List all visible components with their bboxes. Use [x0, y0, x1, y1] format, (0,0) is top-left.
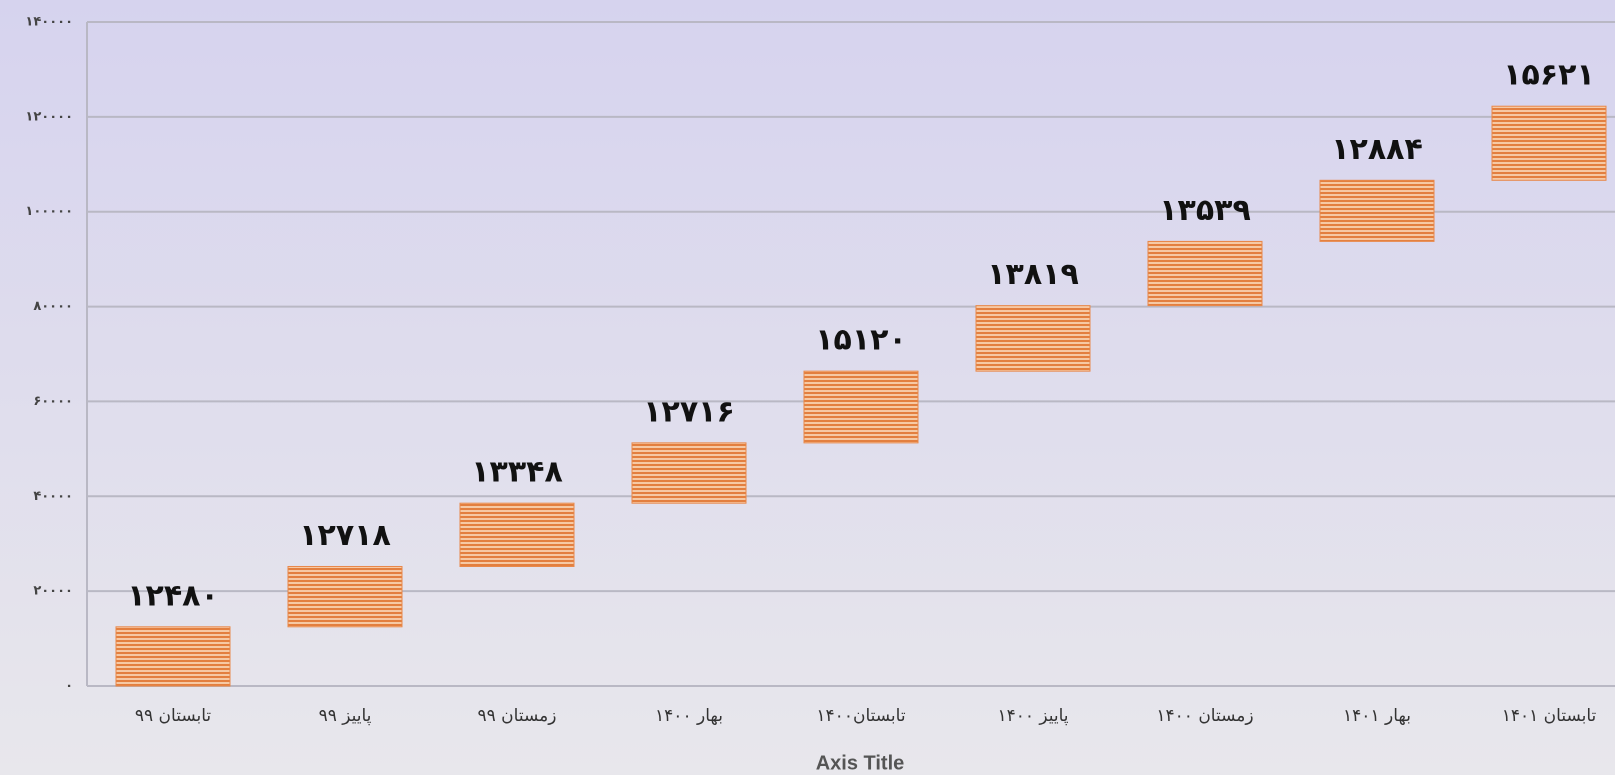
- bar: [631, 442, 747, 504]
- value-label: ۱۲۷۱۸: [299, 518, 391, 553]
- x-tick-label: تابستان ۱۴۰۱: [1502, 706, 1597, 726]
- value-label: ۱۳۸۱۹: [987, 257, 1079, 292]
- x-tick-label: زمستان ۹۹: [478, 706, 557, 726]
- x-axis-title: Axis Title: [816, 752, 905, 774]
- bar: [803, 370, 919, 444]
- y-tick-label: ۴۰۰۰۰: [33, 489, 73, 504]
- x-tick-label: پاییز ۹۹: [319, 706, 372, 726]
- x-tick-label: بهار ۱۴۰۱: [1343, 706, 1411, 726]
- bar: [1147, 240, 1263, 307]
- y-tick-label: ۸۰۰۰۰: [33, 299, 73, 314]
- value-label: ۱۲۴۸۰: [127, 578, 219, 613]
- bar: [1319, 179, 1435, 242]
- x-tick-label: تابستان ۹۹: [135, 706, 212, 726]
- y-tick-label: ۶۰۰۰۰: [33, 394, 73, 409]
- value-label: ۱۲۷۱۶: [643, 394, 735, 429]
- value-label: ۱۳۵۳۹: [1159, 193, 1251, 228]
- value-label: ۱۵۱۲۰: [815, 323, 907, 358]
- bar: [459, 502, 575, 567]
- bar: [115, 626, 231, 687]
- x-tick-label: بهار ۱۴۰۰: [655, 706, 723, 726]
- value-label: ۱۵۶۲۱: [1503, 58, 1595, 93]
- value-label: ۱۳۳۴۸: [471, 455, 563, 490]
- value-label: ۱۲۸۸۴: [1331, 132, 1423, 167]
- y-tick-label: ۱۴۰۰۰۰: [25, 15, 73, 30]
- x-tick-label: تابستان۱۴۰۰: [816, 706, 905, 726]
- y-tick-label: ۱۰۰۰۰۰: [25, 204, 73, 219]
- x-tick-label: پاییز ۱۴۰۰: [997, 706, 1068, 726]
- bar: [287, 565, 403, 628]
- bar: [975, 305, 1091, 372]
- y-tick-label: ۲۰۰۰۰: [33, 584, 73, 599]
- x-tick-label: زمستان ۱۴۰۰: [1156, 706, 1253, 726]
- y-tick-label: ۱۲۰۰۰۰: [25, 109, 73, 124]
- y-tick-label: ۰: [65, 679, 73, 694]
- bar: [1491, 105, 1607, 181]
